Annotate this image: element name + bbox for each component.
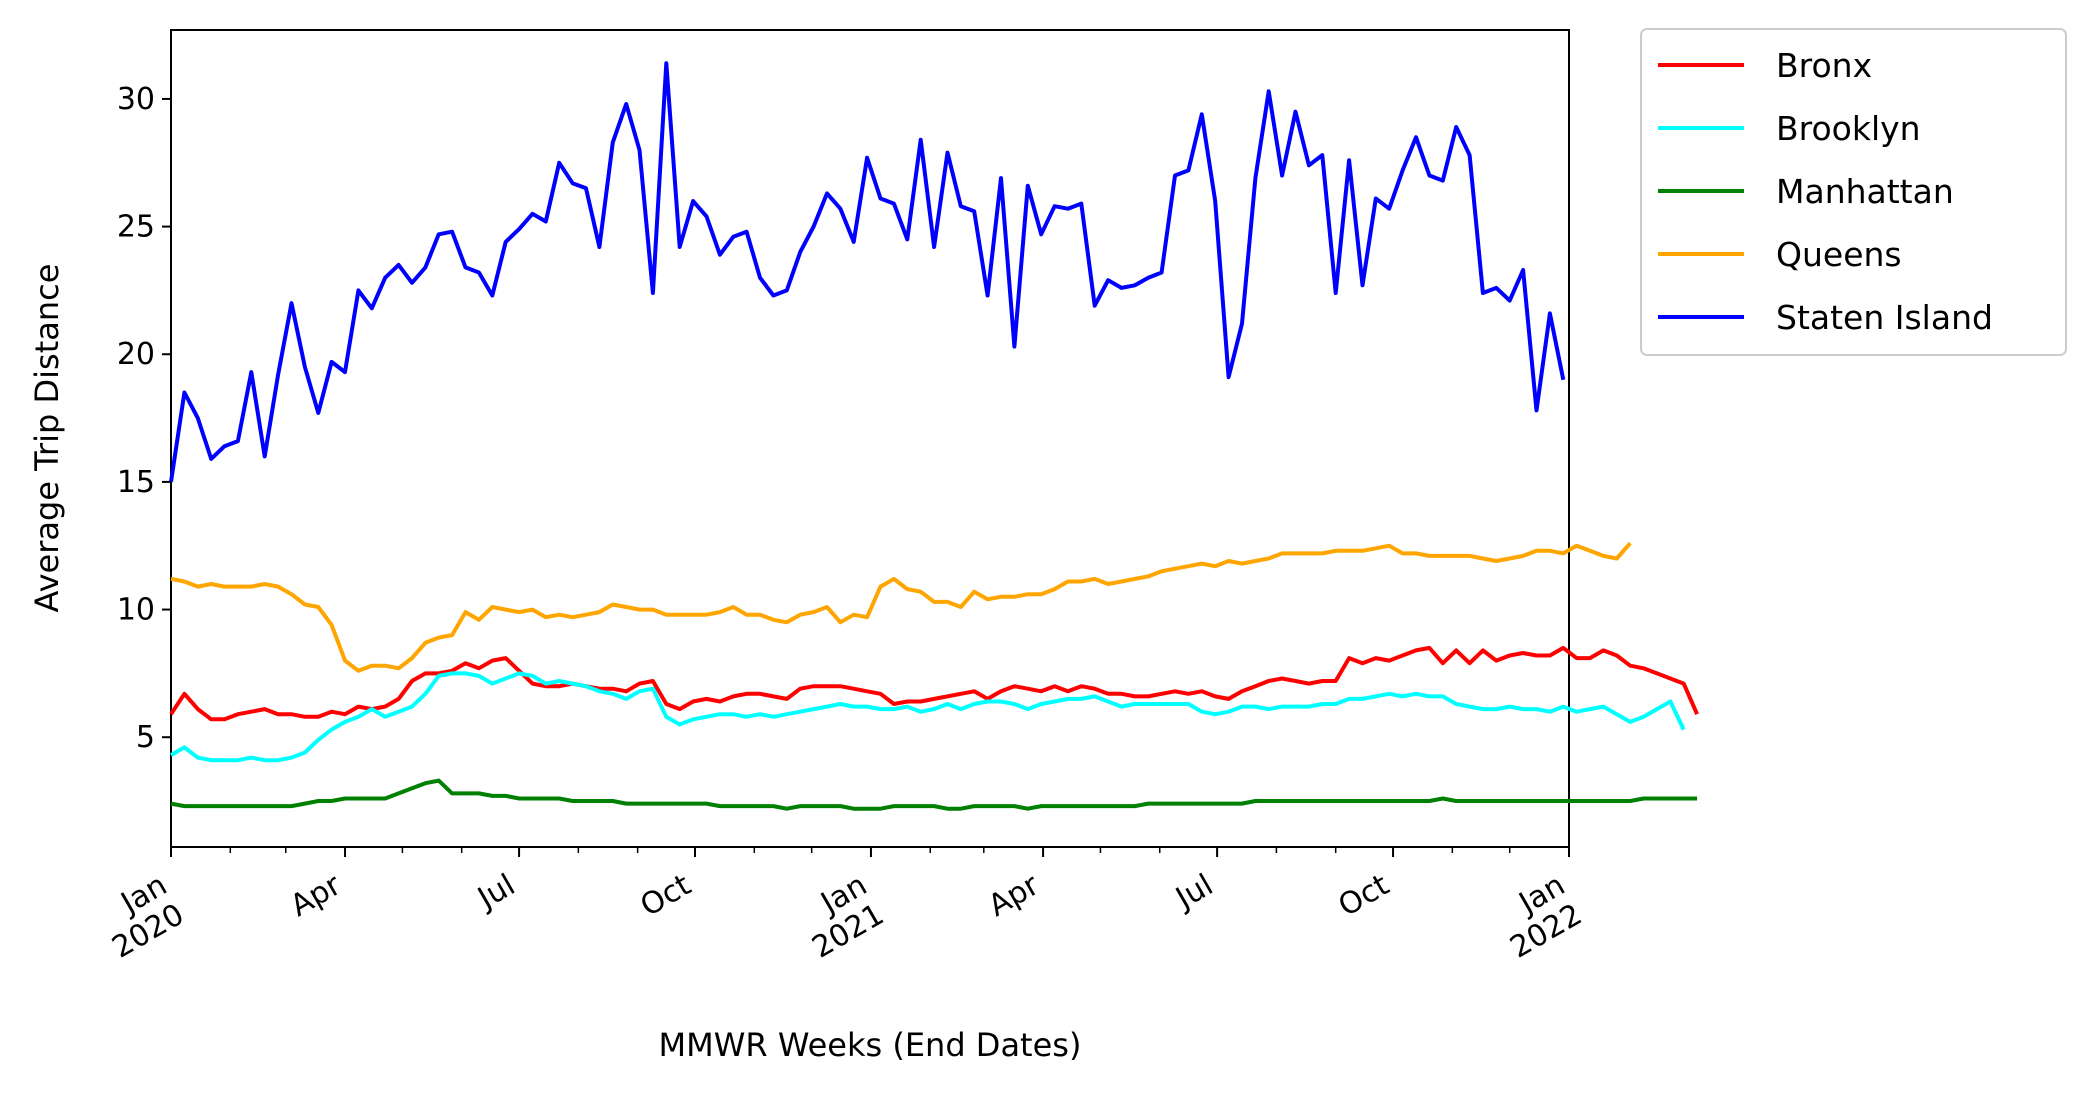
legend-items: Bronx Brooklyn Manhattan Queens Staten Islan… <box>1658 46 1993 337</box>
y-tick-label: 20 <box>117 337 155 372</box>
series-line-manhattan <box>170 778 1698 811</box>
plot-frame <box>170 29 1570 848</box>
x-tick-label: Jul <box>470 868 521 917</box>
legend-label: Manhattan <box>1776 172 1954 211</box>
series-line-staten-island <box>169 61 1566 483</box>
y-tick-label: 15 <box>117 465 155 500</box>
series-line-queens <box>170 541 1632 673</box>
x-tick-label: Jul <box>1169 868 1220 917</box>
legend-box <box>1640 28 2067 356</box>
legend-label: Queens <box>1776 235 1902 274</box>
legend-label: Staten Island <box>1776 298 1993 337</box>
plot-area <box>169 29 1699 848</box>
x-tick-label: Oct <box>1333 868 1396 924</box>
legend-label: Bronx <box>1776 46 1872 85</box>
y-tick-label: 5 <box>136 720 155 755</box>
y-tick-label: 25 <box>117 210 155 245</box>
series-line-bronx <box>169 645 1699 722</box>
series-line-brooklyn <box>170 671 1686 763</box>
legend-label: Brooklyn <box>1776 109 1921 148</box>
y-axis: 5 10 15 20 25 30 <box>117 82 171 755</box>
y-axis-title: Average Trip Distance <box>28 264 66 613</box>
x-axis-title: MMWR Weeks (End Dates) <box>659 1026 1082 1064</box>
x-axis: Jan2020 Apr Jul Oct Jan2021 Apr Jul Oct Jan2022 <box>89 847 1588 966</box>
x-tick-label: Oct <box>635 868 698 924</box>
x-tick-label: Jan2020 <box>89 868 190 966</box>
x-tick-label: Apr <box>983 867 1046 924</box>
x-tick-label: Jan2021 <box>789 868 890 966</box>
series-layer <box>169 61 1699 811</box>
x-tick-label: Apr <box>285 867 348 924</box>
y-tick-label: 10 <box>117 593 155 628</box>
legend: Bronx Brooklyn Manhattan Queens Staten Islan… <box>1640 28 2067 356</box>
y-tick-label: 30 <box>117 82 155 117</box>
x-tick-label: Jan2022 <box>1487 868 1588 966</box>
